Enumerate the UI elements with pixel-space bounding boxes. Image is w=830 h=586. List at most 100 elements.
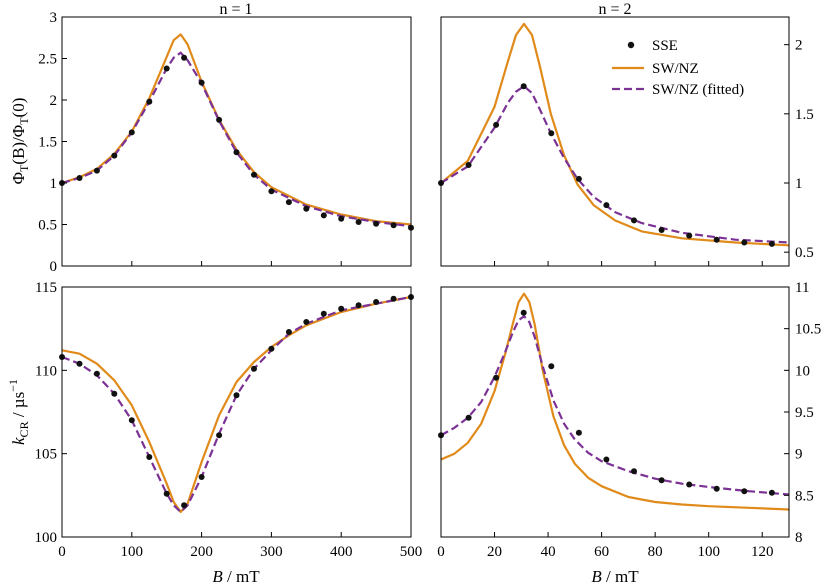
data-point-sse	[251, 171, 257, 178]
x-axis-label-right: B / mT	[591, 567, 639, 586]
data-point-sse	[465, 414, 472, 421]
data-point-sse	[493, 121, 500, 128]
y-tick-label: 9	[795, 447, 803, 463]
data-point-sse	[181, 502, 188, 509]
series-line-swnz	[441, 22, 789, 247]
data-point-sse	[658, 227, 665, 233]
data-point-sse	[268, 188, 275, 195]
axes-frame	[61, 16, 412, 267]
y-tick-label: 10	[795, 363, 810, 379]
y-tick-label: 0.5	[795, 245, 814, 261]
data-point-sse	[93, 370, 100, 377]
x-tick-label: 100	[697, 544, 720, 560]
data-point-sse	[128, 417, 135, 424]
data-point-sse	[575, 175, 582, 182]
panel-title-n1: n = 1	[219, 1, 252, 18]
x-tick-label: 0	[437, 544, 445, 560]
series-line-fitted	[441, 315, 789, 496]
data-point-sse	[548, 130, 555, 137]
data-point-sse	[111, 152, 118, 159]
data-point-sse	[216, 116, 223, 123]
y-label-top-phi: Φ	[9, 172, 28, 184]
data-point-sse	[768, 489, 775, 496]
data-point-sse	[181, 54, 188, 61]
data-point-sse	[713, 236, 720, 243]
x-tick-label: 100	[121, 544, 144, 560]
y-tick-label: 105	[35, 447, 58, 463]
series-line-swnz	[441, 292, 789, 511]
data-point-sse	[128, 129, 135, 136]
data-point-sse	[465, 162, 472, 168]
data-point-sse	[146, 98, 153, 105]
y-label-bottom-k: k	[9, 437, 28, 445]
x-tick-label: 500	[400, 544, 423, 560]
data-point-sse	[390, 295, 397, 302]
data-point-sse	[285, 199, 292, 206]
y-label-bottom-sup: −1	[6, 379, 20, 392]
y-label-top-end: (0)	[9, 98, 28, 118]
y-tick-label: 9.5	[795, 405, 814, 421]
data-point-sse	[603, 456, 610, 463]
x-axis-label-left: B / mT	[212, 567, 260, 586]
y-tick-label: 1.5	[38, 135, 57, 151]
data-point-sse	[268, 345, 275, 352]
axes-frame	[61, 286, 412, 538]
data-point-sse	[76, 175, 83, 181]
y-axis-label-bottom: kCR / µs−1	[6, 379, 31, 445]
y-tick-label: 1	[50, 176, 58, 192]
data-point-sse	[548, 363, 555, 370]
data-point-sse	[355, 302, 362, 309]
data-point-sse	[603, 202, 610, 209]
y-tick-label: 8.5	[795, 488, 814, 504]
x-tick-label: 200	[190, 544, 213, 560]
data-point-sse	[198, 79, 205, 86]
x-label-right-unit: / mT	[602, 567, 639, 586]
data-point-sse	[768, 240, 775, 247]
x-tick-label: 0	[58, 544, 66, 560]
data-point-sse	[233, 392, 240, 399]
data-point-sse	[520, 309, 527, 316]
data-point-sse	[631, 217, 637, 224]
x-tick-label: 60	[594, 544, 609, 560]
y-tick-label: 2	[795, 38, 803, 54]
y-tick-label: 3	[50, 10, 58, 26]
data-point-sse	[303, 319, 310, 325]
y-label-top-sub1: T	[17, 164, 31, 172]
series-line-swnz	[62, 295, 411, 514]
series-line-fitted	[62, 51, 411, 228]
data-point-sse	[686, 481, 693, 488]
panel-top-right: 0.5 1 1.5 2	[438, 16, 814, 267]
data-point-sse	[575, 429, 582, 436]
data-point-sse	[741, 239, 748, 246]
data-point-sse	[163, 65, 170, 72]
x-tick-label: 40	[541, 544, 556, 560]
data-point-sse	[658, 477, 665, 484]
legend-marker-sse	[627, 41, 635, 49]
data-point-sse	[713, 485, 720, 492]
data-point-sse	[320, 310, 327, 317]
legend-label-swnz: SW/NZ	[652, 61, 699, 77]
data-point-sse	[338, 305, 345, 312]
y-tick-label: 2	[50, 93, 58, 109]
data-point-sse	[320, 212, 327, 219]
y-tick-label: 0	[50, 259, 58, 275]
x-label-left-unit: / mT	[223, 567, 260, 586]
data-point-sse	[76, 360, 83, 367]
y-tick-label: 10.5	[795, 322, 821, 338]
series-line-fitted	[62, 295, 411, 514]
x-tick-label: 80	[648, 544, 663, 560]
data-point-sse	[251, 365, 257, 372]
panel-title-n2: n = 2	[598, 1, 631, 18]
legend-label-fitted: SW/NZ (fitted)	[652, 82, 744, 98]
data-point-sse	[146, 454, 153, 460]
y-label-bottom-unit: / µs	[9, 392, 28, 422]
y-tick-label: 11	[795, 280, 809, 296]
y-axis-label-top: ΦT(B)/ΦT(0)	[9, 98, 31, 185]
data-point-sse	[198, 474, 205, 480]
y-tick-label: 1.5	[795, 107, 814, 123]
data-point-sse	[93, 167, 100, 174]
legend-label-sse: SSE	[652, 38, 678, 54]
data-point-sse	[686, 232, 693, 239]
